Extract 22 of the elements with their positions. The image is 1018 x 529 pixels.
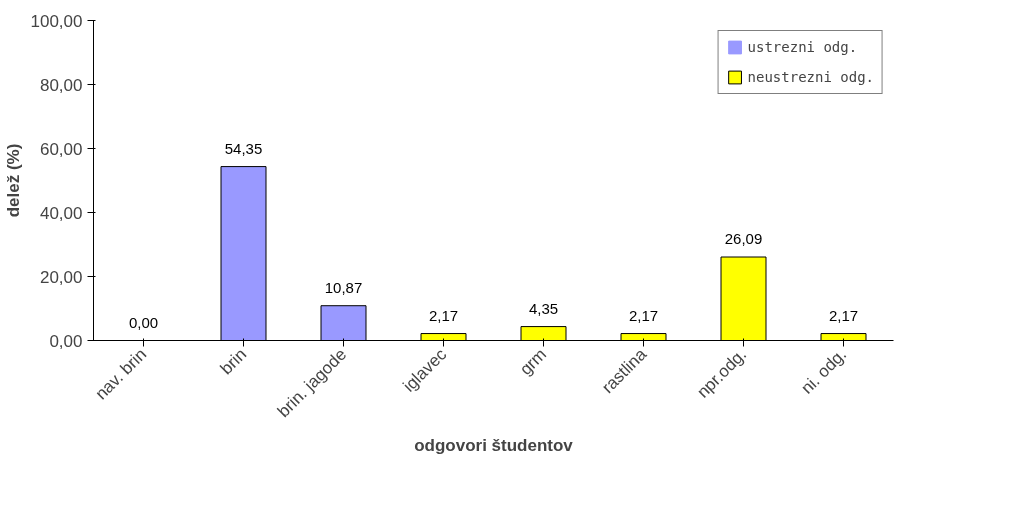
x-tick-label: ni. odg. (797, 344, 851, 398)
y-tick-label: 0,00 (49, 331, 83, 351)
x-tick-label: brin (216, 344, 251, 379)
data-label: 2,17 (628, 306, 659, 324)
data-label: 0,00 (128, 313, 159, 331)
x-tick-label: grm (516, 344, 551, 379)
y-tick-label: 80,00 (39, 75, 83, 95)
y-tick-label: 40,00 (39, 203, 83, 223)
legend-label: ustrezni odg. (747, 39, 858, 55)
data-label: 2,17 (828, 306, 859, 324)
y-tick-label: 60,00 (39, 139, 83, 159)
y-tick-label: 100,00 (30, 11, 83, 31)
data-label: 2,17 (428, 306, 459, 324)
data-label: 26,09 (724, 230, 763, 248)
y-axis-title: delež (%) (3, 143, 23, 218)
x-tick-label: nav. brin (91, 344, 151, 404)
y-tick-label: 20,00 (39, 267, 83, 287)
data-label: 4,35 (528, 299, 559, 317)
data-label: 54,35 (224, 139, 263, 157)
data-label: 10,87 (324, 278, 363, 296)
x-axis-title: odgovori študentov (414, 435, 574, 455)
legend-label: neustrezni odg. (747, 69, 874, 85)
